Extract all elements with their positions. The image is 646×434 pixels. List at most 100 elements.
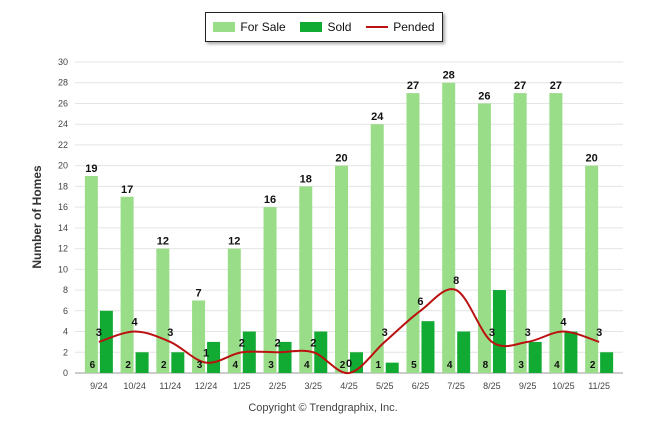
legend-item-sold[interactable]: Sold xyxy=(300,20,351,34)
y-tick-label: 8 xyxy=(63,285,68,295)
y-tick-label: 12 xyxy=(58,244,68,254)
sold-value-label: 4 xyxy=(304,360,310,371)
sold-bar xyxy=(207,341,221,373)
x-tick-label: 3/25 xyxy=(305,381,323,391)
sold-value-label: 5 xyxy=(411,360,417,371)
sold-bar xyxy=(314,331,328,373)
y-tick-label: 24 xyxy=(58,119,68,129)
y-tick-label: 0 xyxy=(63,368,68,378)
x-tick-label: 4/25 xyxy=(340,381,358,391)
for-sale-bar xyxy=(477,103,491,373)
for-sale-value-label: 20 xyxy=(335,153,347,165)
for-sale-bar xyxy=(263,207,277,373)
for-sale-bar xyxy=(585,165,599,373)
for-sale-value-label: 12 xyxy=(157,236,169,248)
y-tick-label: 22 xyxy=(58,140,68,150)
sold-value-label: 3 xyxy=(518,360,524,371)
x-axis-ticks: 9/24 10/24 11/24 12/24 1/25 2/25 3/25 4/25 5/25 6… xyxy=(90,381,610,391)
for-sale-bar xyxy=(120,196,134,373)
sold-bar xyxy=(600,352,614,373)
pended-value-label: 3 xyxy=(167,327,173,339)
y-tick-label: 14 xyxy=(58,223,68,233)
for-sale-bar xyxy=(335,165,348,373)
for-sale-swatch xyxy=(213,22,236,32)
y-tick-label: 28 xyxy=(58,78,68,88)
y-tick-label: 20 xyxy=(58,161,68,171)
sold-bar xyxy=(528,341,542,373)
for-sale-bar xyxy=(513,93,527,373)
x-tick-label: 11/24 xyxy=(159,381,181,391)
x-tick-label: 1/25 xyxy=(233,381,251,391)
x-tick-label: 8/25 xyxy=(483,381,501,391)
x-tick-label: 9/25 xyxy=(519,381,537,391)
x-tick-label: 7/25 xyxy=(447,381,465,391)
sold-bar xyxy=(492,290,506,373)
for-sale-value-label: 27 xyxy=(514,80,526,92)
pended-value-label: 4 xyxy=(560,317,567,329)
legend-label-pended: Pended xyxy=(393,20,435,34)
sold-bar xyxy=(278,341,292,373)
sold-value-label: 8 xyxy=(483,360,489,371)
y-tick-label: 18 xyxy=(58,181,68,191)
for-sale-bar xyxy=(406,93,420,373)
for-sale-bars xyxy=(84,82,599,373)
legend-item-pended[interactable]: Pended xyxy=(366,20,435,34)
sold-bar xyxy=(564,331,578,373)
for-sale-value-label: 20 xyxy=(586,153,598,165)
data-labels: 1961721227312416318420224127528426827327… xyxy=(85,70,602,371)
sold-value-label: 2 xyxy=(125,360,131,371)
for-sale-bar xyxy=(442,82,456,373)
x-tick-label: 2/25 xyxy=(269,381,287,391)
for-sale-bar xyxy=(156,248,170,373)
pended-value-label: 8 xyxy=(453,275,459,287)
x-tick-label: 10/25 xyxy=(552,381,575,391)
x-tick-label: 11/25 xyxy=(588,381,610,391)
pended-value-label: 3 xyxy=(489,327,495,339)
for-sale-bar xyxy=(299,186,313,373)
for-sale-value-label: 12 xyxy=(228,236,240,248)
sold-bar xyxy=(171,352,185,373)
for-sale-bar xyxy=(549,93,563,373)
for-sale-value-label: 27 xyxy=(407,80,419,92)
sold-value-label: 1 xyxy=(375,360,381,371)
sold-value-label: 3 xyxy=(268,360,274,371)
sold-bar xyxy=(135,352,149,373)
x-tick-label: 12/24 xyxy=(195,381,218,391)
sold-value-label: 4 xyxy=(447,360,453,371)
pended-value-label: 4 xyxy=(132,317,139,329)
pended-value-label: 1 xyxy=(203,348,209,360)
for-sale-bar xyxy=(370,124,384,373)
legend-label-sold: Sold xyxy=(327,20,352,34)
pended-value-label: 6 xyxy=(417,296,423,308)
sold-bars xyxy=(99,290,614,373)
sold-value-label: 2 xyxy=(340,360,346,371)
sold-value-label: 2 xyxy=(590,360,596,371)
sold-value-label: 3 xyxy=(197,360,203,371)
x-tick-label: 10/24 xyxy=(123,381,146,391)
legend-item-for-sale[interactable]: For Sale xyxy=(213,20,286,34)
sold-bar xyxy=(457,331,471,373)
pended-value-label: 2 xyxy=(239,337,245,349)
y-tick-label: 26 xyxy=(58,98,68,108)
pended-value-label: 0 xyxy=(346,358,352,370)
sold-value-label: 4 xyxy=(233,360,239,371)
copyright-text: Copyright © Trendgraphix, Inc. xyxy=(248,402,398,414)
pended-value-label: 3 xyxy=(96,327,102,339)
y-tick-label: 30 xyxy=(58,57,68,67)
legend: For Sale Sold Pended xyxy=(205,12,443,42)
pended-swatch xyxy=(366,26,389,28)
for-sale-value-label: 19 xyxy=(85,163,97,175)
sold-bar xyxy=(385,362,399,373)
y-tick-label: 16 xyxy=(58,202,68,212)
legend-label-for-sale: For Sale xyxy=(240,20,286,34)
for-sale-value-label: 26 xyxy=(478,90,490,102)
for-sale-value-label: 7 xyxy=(196,287,202,299)
sold-bar xyxy=(421,321,435,373)
for-sale-value-label: 16 xyxy=(264,194,276,206)
x-tick-label: 9/24 xyxy=(90,381,108,391)
pended-value-label: 3 xyxy=(382,327,388,339)
for-sale-bar xyxy=(192,300,206,373)
for-sale-bar xyxy=(227,248,241,373)
